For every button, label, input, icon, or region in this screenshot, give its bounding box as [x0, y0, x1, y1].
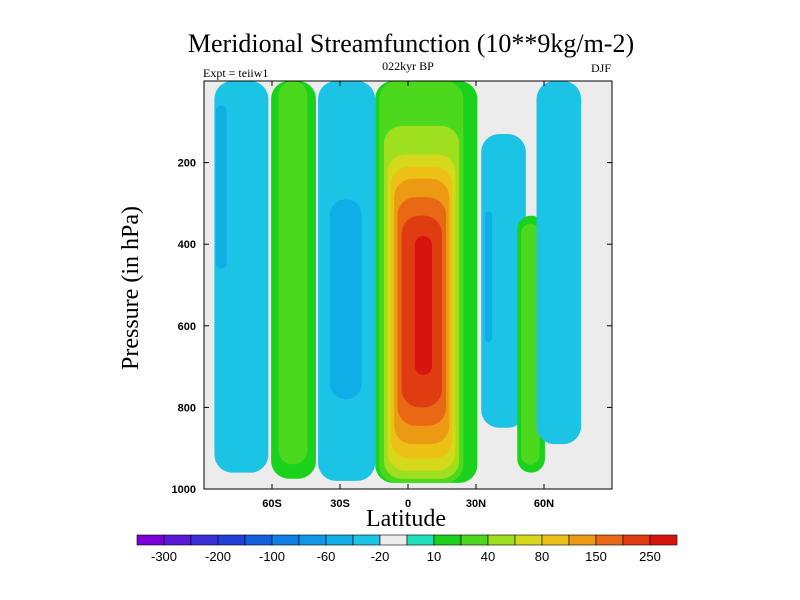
- contour-region-arctic-cell: [536, 81, 582, 445]
- y-tick-label: 600: [178, 321, 196, 333]
- contour-region-band-mid-south-inner: [278, 81, 308, 465]
- colorbar-swatch: [163, 534, 192, 546]
- colorbar-label: -200: [205, 549, 231, 564]
- y-tick-label: 200: [178, 158, 196, 170]
- time-label: 022kyr BP: [382, 59, 434, 73]
- x-axis: 60S 30S 0 30N 60N: [262, 81, 554, 510]
- colorbar-label: 250: [639, 549, 661, 564]
- contour-region-band-southern-subtropics-inner: [329, 199, 362, 400]
- y-tick-label: 1000: [172, 484, 196, 496]
- colorbar: -300 -200 -100 -60 -20 10 40 80 150 250: [136, 534, 678, 564]
- contour-region-hadley-250: [414, 236, 433, 375]
- colorbar-swatch: [622, 534, 651, 546]
- colorbar-swatch: [244, 534, 273, 546]
- x-tick-label: 30S: [330, 498, 350, 510]
- colorbar-swatch: [406, 534, 435, 546]
- colorbar-swatch: [136, 534, 165, 546]
- colorbar-swatch: [352, 534, 381, 546]
- y-axis: 200 400 600 800 1000: [172, 158, 612, 496]
- colorbar-swatch: [460, 534, 489, 546]
- x-axis-title: Latitude: [366, 506, 446, 532]
- colorbar-label: 80: [535, 549, 549, 564]
- colorbar-swatch: [433, 534, 462, 546]
- contour-region-band-far-south-level1: [214, 81, 269, 473]
- colorbar-label: -300: [151, 549, 177, 564]
- colorbar-label: -60: [317, 549, 336, 564]
- y-axis-title: Pressure (in hPa): [118, 206, 144, 370]
- y-tick-label: 800: [178, 402, 196, 414]
- colorbar-swatch: [487, 534, 516, 546]
- x-tick-label: 30N: [466, 498, 486, 510]
- colorbar-swatch: [271, 534, 300, 546]
- colorbar-swatch: [298, 534, 327, 546]
- contour-region-ferrel-north-outer: [481, 134, 526, 428]
- colorbar-label: 10: [427, 549, 441, 564]
- colorbar-swatch: [595, 534, 624, 546]
- colorbar-swatch: [568, 534, 597, 546]
- colorbar-swatch: [541, 534, 570, 546]
- contour-region-ferrel-north-inner: [484, 211, 493, 343]
- experiment-label: Expt = teiiw1: [203, 66, 268, 80]
- x-tick-label: 60S: [262, 498, 282, 510]
- colorbar-swatch: [190, 534, 219, 546]
- season-label: DJF: [591, 61, 611, 75]
- colorbar-swatch: [514, 534, 543, 546]
- y-tick-label: 400: [178, 239, 196, 251]
- colorbar-swatch: [379, 534, 408, 546]
- x-tick-label: 0: [405, 498, 411, 510]
- colorbar-label: -100: [259, 549, 285, 564]
- colorbar-label: 150: [585, 549, 607, 564]
- colorbar-swatch: [649, 534, 678, 546]
- colorbar-label: -20: [371, 549, 390, 564]
- contour-region-polar-north-20: [521, 223, 540, 465]
- colorbar-swatch: [325, 534, 354, 546]
- x-tick-label: 60N: [534, 498, 554, 510]
- colorbar-label: 40: [481, 549, 495, 564]
- contour-region-band-far-south-level2: [215, 105, 227, 269]
- chart-title: Meridional Streamfunction (10**9kg/m-2): [188, 29, 634, 58]
- plot-area: 60S 30S 0 30N 60N 200 400 600 800 1000: [172, 80, 613, 510]
- colorbar-swatch: [217, 534, 246, 546]
- contour-regions: [214, 81, 582, 483]
